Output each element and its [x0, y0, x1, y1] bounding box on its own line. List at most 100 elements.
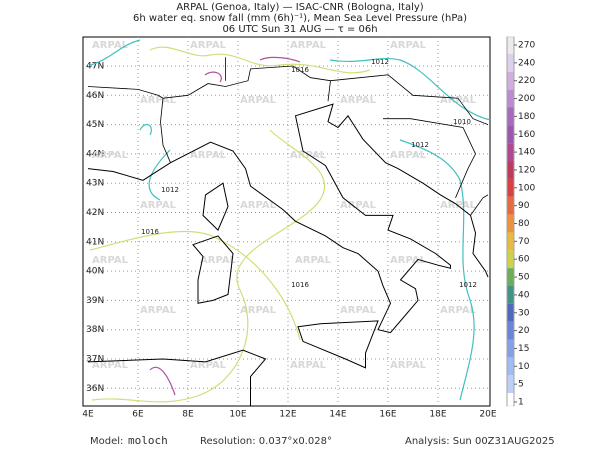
- island: [202, 182, 229, 231]
- colorbar-swatch: [507, 71, 514, 90]
- colorbar-swatch: [507, 393, 514, 411]
- watermark: ARPAL: [92, 255, 129, 266]
- border: [383, 118, 476, 198]
- lon-label: 16E: [379, 410, 396, 420]
- lon-label: 10E: [229, 410, 246, 420]
- lat-label: 37N: [86, 355, 104, 365]
- watermark: ARPAL: [190, 150, 227, 161]
- colorbar-label: 270: [518, 41, 535, 51]
- colorbar-swatch: [507, 143, 514, 162]
- island: [192, 235, 234, 304]
- colorbar-label: 140: [518, 148, 535, 158]
- colorbar-swatch: [507, 214, 514, 233]
- watermark: ARPAL: [290, 360, 327, 371]
- colorbar-swatch: [507, 268, 514, 286]
- colorbar-label: 100: [518, 183, 535, 193]
- isobar: [149, 46, 371, 74]
- lat-label: 44N: [86, 149, 104, 159]
- colorbar-label: 200: [518, 94, 535, 104]
- isobar-label: 1012: [371, 58, 389, 66]
- watermark: ARPAL: [240, 95, 277, 106]
- watermark: ARPAL: [190, 40, 227, 51]
- lat-label: 46N: [86, 91, 104, 101]
- map-frame: [82, 36, 491, 407]
- watermark: ARPAL: [390, 40, 427, 51]
- title-line: 6h water eq. snow fall (mm (6h)⁻¹), Mean…: [133, 13, 467, 24]
- isobar: [139, 123, 152, 136]
- lat-label: 43N: [86, 179, 104, 189]
- isobar-label: 1012: [161, 186, 179, 194]
- watermark: ARPAL: [340, 200, 377, 211]
- lon-label: 8E: [182, 410, 194, 420]
- colorbar-label: 70: [518, 237, 530, 247]
- analysis: Analysis: Sun 00Z31AUG2025: [405, 436, 555, 447]
- isobar-label: 1012: [411, 141, 429, 149]
- colorbar-label: 40: [518, 290, 530, 300]
- colorbar-label: 30: [518, 308, 530, 318]
- isobar: [149, 366, 176, 396]
- lon-label: 14E: [329, 410, 346, 420]
- watermark: ARPAL: [290, 150, 327, 161]
- lon-label: 6E: [132, 410, 144, 420]
- watermark: ARPAL: [440, 95, 477, 106]
- isobar-label: 1016: [141, 228, 159, 236]
- colorbar-swatch: [507, 357, 514, 376]
- border: [87, 86, 164, 99]
- map: 4E 6E 8E 10E 12E 14E 16E 18E 20E 47N 46N 45N 44N 43N 4…: [82, 37, 497, 420]
- colorbar-swatch: [507, 107, 514, 126]
- lat-label: 40N: [86, 267, 104, 277]
- watermark: ARPAL: [140, 95, 177, 106]
- colorbar-swatch: [507, 303, 514, 322]
- isobar: [204, 71, 222, 83]
- lat-label: 39N: [86, 296, 104, 306]
- isobar: [89, 39, 141, 66]
- colorbar-label: 160: [518, 130, 535, 140]
- colorbar-label: 180: [518, 112, 535, 122]
- colorbar-label: 120: [518, 165, 535, 175]
- lat-label: 38N: [86, 325, 104, 335]
- isobar-label: 1016: [291, 281, 309, 289]
- watermark: ARPAL: [240, 200, 277, 211]
- colorbar-swatch: [507, 232, 514, 251]
- colorbar-swatch: [507, 250, 514, 269]
- watermark: ARPAL: [140, 200, 177, 211]
- colorbar-label: 80: [518, 219, 530, 229]
- watermark: ARPAL: [295, 255, 332, 266]
- watermark: ARPAL: [92, 360, 129, 371]
- watermark: ARPAL: [290, 40, 327, 51]
- colorbar-label: 15: [518, 344, 529, 354]
- colorbar-swatch: [507, 339, 514, 358]
- watermark: ARPAL: [92, 150, 129, 161]
- title-line: 06 UTC Sun 31 AUG — τ = 06h: [222, 24, 377, 35]
- watermark: ARPAL: [440, 305, 477, 316]
- lat-label: 45N: [86, 120, 104, 130]
- watermark: ARPAL: [200, 255, 237, 266]
- model-label: Model:: [90, 436, 123, 447]
- border: [160, 65, 331, 163]
- colorbar-swatch: [507, 321, 514, 340]
- colorbar-swatch: [507, 286, 514, 304]
- lat-label: 42N: [86, 208, 104, 218]
- lon-label: 20E: [479, 410, 496, 420]
- colorbar-swatch: [507, 196, 514, 215]
- colorbar-swatch: [507, 161, 514, 179]
- title-line: ARPAL (Genoa, Italy) — ISAC-CNR (Bologna…: [176, 2, 423, 13]
- model-name: moloch: [128, 434, 168, 447]
- resolution: Resolution: 0.037°x0.028°: [200, 436, 332, 447]
- lon-label: 4E: [82, 410, 94, 420]
- isobar-label: 1010: [453, 118, 471, 126]
- isobar: [148, 149, 171, 201]
- isobar: [399, 139, 475, 401]
- colorbar-label: 240: [518, 58, 535, 68]
- colorbar-label: 50: [518, 273, 530, 283]
- watermark: ARPAL: [190, 360, 227, 371]
- watermark: ARPAL: [390, 150, 427, 161]
- watermark: ARPAL: [340, 305, 377, 316]
- lon-label: 12E: [279, 410, 296, 420]
- colorbar-label: 220: [518, 76, 535, 86]
- colorbar-label: 90: [518, 201, 530, 211]
- colorbar-swatch: [507, 178, 514, 197]
- isobar-label: 1012: [459, 281, 477, 289]
- colorbar-swatch: [507, 89, 514, 108]
- lat-label: 47N: [86, 62, 104, 72]
